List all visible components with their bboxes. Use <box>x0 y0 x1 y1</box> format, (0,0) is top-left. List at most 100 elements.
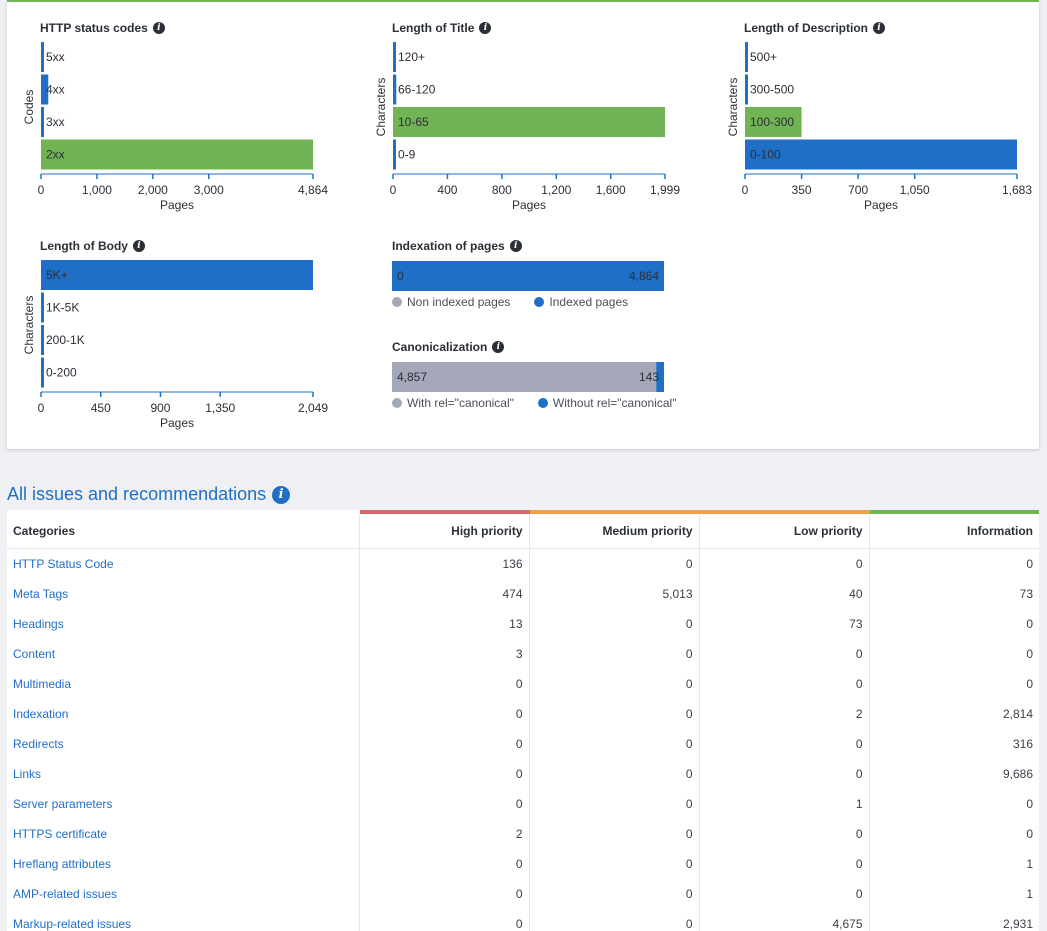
category-link[interactable]: Headings <box>13 617 64 631</box>
bar-500+[interactable] <box>745 42 748 72</box>
issue-count: 0 <box>358 669 529 699</box>
category-label: 300-500 <box>750 83 794 97</box>
table-row: Links 0 0 0 9,686 <box>7 759 1039 789</box>
bar-chart-svg: 5xx 4xx 3xx 2xx 0 1,000 2,000 3,000 4,864 Pages Co… <box>22 42 328 212</box>
issue-count: 0 <box>528 729 699 759</box>
column-header[interactable]: Information <box>868 510 1039 549</box>
bar-0-200[interactable] <box>41 357 44 388</box>
x-tick-label: 700 <box>848 183 868 197</box>
x-tick-label: 1,600 <box>596 183 626 197</box>
bar-3xx[interactable] <box>41 107 44 137</box>
issue-count: 0 <box>868 789 1039 819</box>
x-tick-label: 1,050 <box>900 183 930 197</box>
issue-count: 0 <box>528 669 699 699</box>
legend: Non indexed pages Indexed pages <box>392 295 628 309</box>
bar-100-300[interactable] <box>745 107 802 137</box>
bar-segment-b[interactable] <box>656 362 664 392</box>
table-row: HTTPS certificate 2 0 0 0 <box>7 819 1039 849</box>
bar-2xx[interactable] <box>41 139 313 170</box>
bar-chart-svg: 500+ 300-500 100-300 0-100 0 350 700 1,050 1,683… <box>726 42 1032 212</box>
chart-title-text: Length of Title <box>392 21 475 35</box>
column-header[interactable]: High priority <box>358 510 529 549</box>
column-header[interactable]: Categories <box>7 510 359 549</box>
bar-segment-b[interactable] <box>392 261 664 291</box>
bar-200-1K[interactable] <box>41 325 44 355</box>
legend-item-without-canonical[interactable]: Without rel="canonical" <box>537 396 677 410</box>
bar-5K+[interactable] <box>41 260 313 290</box>
chart-http-status-codes: HTTP status codes i 5xx 4xx 3xx 2xx 0 1,000 2,0… <box>21 18 328 228</box>
bar-4xx[interactable] <box>41 74 49 105</box>
bar-66-120[interactable] <box>393 74 397 105</box>
info-icon[interactable]: i <box>152 22 165 34</box>
legend-label: Indexed pages <box>549 295 629 309</box>
issue-count: 0 <box>868 548 1039 579</box>
category-label: 0-100 <box>750 148 781 162</box>
x-tick-label: 2,049 <box>298 401 328 415</box>
category-link[interactable]: Redirects <box>13 737 64 751</box>
x-tick-label: 400 <box>437 183 457 197</box>
bar-0-9[interactable] <box>393 139 396 170</box>
column-header[interactable]: Medium priority <box>528 510 699 549</box>
category-label: 4xx <box>46 83 65 97</box>
issue-count: 0 <box>528 759 699 789</box>
chart-title-text: Length of Body <box>40 239 128 253</box>
issue-count: 0 <box>528 909 699 931</box>
issue-count: 0 <box>868 819 1039 849</box>
category-link[interactable]: Content <box>13 647 56 661</box>
x-axis-label: Pages <box>512 198 546 212</box>
x-axis-label: Pages <box>160 416 194 430</box>
category-link[interactable]: Meta Tags <box>13 587 69 601</box>
data-label: 143 <box>639 370 659 384</box>
bar-0-100[interactable] <box>745 139 1017 170</box>
issue-count: 474 <box>358 579 529 609</box>
issue-count: 1 <box>868 849 1039 879</box>
bar-120+[interactable] <box>393 42 396 72</box>
issue-count: 0 <box>358 699 529 729</box>
category-link[interactable]: AMP-related issues <box>13 887 118 901</box>
info-icon[interactable]: i <box>272 485 291 504</box>
category-link[interactable]: Indexation <box>13 707 69 721</box>
table-row: Meta Tags 474 5,013 40 73 <box>7 579 1039 609</box>
category-link[interactable]: Multimedia <box>13 677 72 691</box>
y-axis-label: Codes <box>22 90 36 125</box>
info-icon[interactable]: i <box>132 240 145 252</box>
bar-10-65[interactable] <box>393 107 665 137</box>
issue-count: 2 <box>698 699 869 729</box>
legend-item-non-indexed[interactable]: Non indexed pages <box>392 295 510 309</box>
category-link[interactable]: Server parameters <box>13 797 113 811</box>
issue-count: 1 <box>698 789 869 819</box>
category-label: 120+ <box>398 50 425 64</box>
legend-label: Non indexed pages <box>407 295 511 309</box>
issue-count: 0 <box>358 789 529 819</box>
bar-segment-a[interactable] <box>392 362 657 392</box>
issue-count: 0 <box>358 879 529 909</box>
legend-item-indexed[interactable]: Indexed pages <box>534 295 628 309</box>
x-tick-label: 1,999 <box>650 183 680 197</box>
chart-indexation: Indexation of pages i 0 4,864 Non indexed … <box>392 236 692 316</box>
info-icon[interactable]: i <box>509 240 522 252</box>
info-icon[interactable]: i <box>479 22 492 34</box>
category-link[interactable]: Markup-related issues <box>13 917 132 931</box>
issue-count: 136 <box>358 548 529 579</box>
table-row: Redirects 0 0 0 316 <box>7 729 1039 759</box>
bar-5xx[interactable] <box>41 42 44 72</box>
info-icon[interactable]: i <box>873 22 885 34</box>
bar-1K-5K[interactable] <box>41 292 44 323</box>
column-header[interactable]: Low priority <box>698 510 869 549</box>
legend-dot-icon <box>392 398 402 408</box>
category-link[interactable]: Hreflang attributes <box>13 857 112 871</box>
x-tick-label: 1,350 <box>205 401 235 415</box>
x-tick-label: 0 <box>742 183 749 197</box>
issue-count: 0 <box>528 879 699 909</box>
category-link[interactable]: HTTP Status Code <box>13 557 114 571</box>
info-icon[interactable]: i <box>492 341 505 353</box>
issue-count: 13 <box>358 609 529 639</box>
category-link[interactable]: HTTPS certificate <box>13 827 108 841</box>
category-link[interactable]: Links <box>13 767 42 781</box>
legend-label: Without rel="canonical" <box>552 396 677 410</box>
bar-300-500[interactable] <box>745 74 748 105</box>
legend-item-with-canonical[interactable]: With rel="canonical" <box>392 396 514 410</box>
issue-count: 0 <box>528 819 699 849</box>
y-axis-label: Characters <box>374 78 388 137</box>
issue-count: 316 <box>868 729 1039 759</box>
